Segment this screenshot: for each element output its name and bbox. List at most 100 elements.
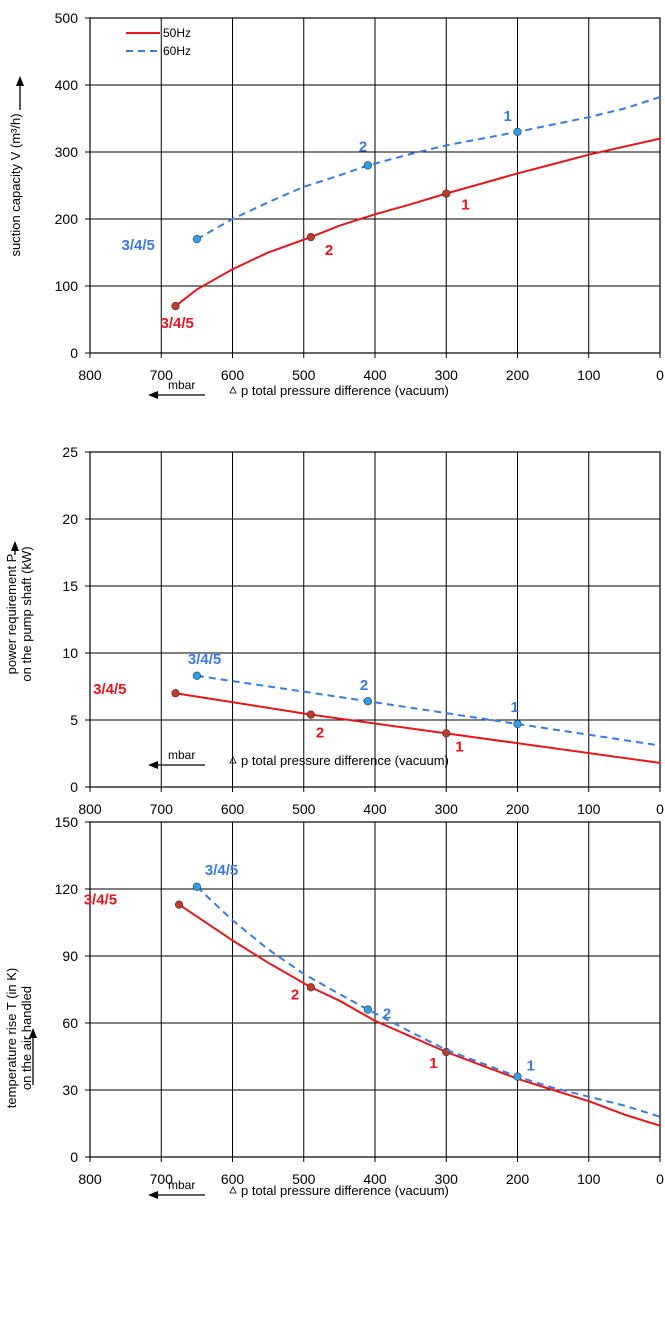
data-label: 2 — [360, 677, 368, 694]
x-tick-label: 0 — [656, 1171, 664, 1187]
delta-icon — [229, 756, 237, 764]
y-tick-label: 400 — [55, 77, 79, 93]
arrow-left-icon — [148, 1191, 158, 1199]
x-tick-label: 100 — [577, 367, 601, 383]
data-point — [442, 189, 451, 198]
x-tick-label: 400 — [363, 1171, 387, 1187]
y-axis-label: power requirement P — [4, 554, 19, 675]
x-tick-label: 400 — [363, 367, 387, 383]
x-tick-label: 100 — [577, 1171, 601, 1187]
y-tick-label: 5 — [70, 712, 78, 728]
y-tick-label: 500 — [55, 10, 79, 26]
series-line-50Hz — [178, 903, 661, 1127]
chart-1: 800 700 600 500 400 300 200 100 0 0 100 200 300 400 50… — [8, 10, 664, 399]
x-tick-label: 0 — [656, 801, 664, 817]
x-tick-label: 300 — [435, 801, 459, 817]
data-point — [363, 1005, 372, 1014]
data-label: 3/4/5 — [205, 862, 238, 879]
legend-label: 50Hz — [163, 26, 191, 40]
y-tick-label: 25 — [62, 444, 78, 460]
y-axis-label-line2: on the pump shaft (kW) — [19, 546, 34, 681]
data-point — [306, 983, 315, 992]
x-tick-label: 800 — [78, 801, 102, 817]
delta-icon — [229, 386, 237, 394]
data-label: 2 — [316, 725, 324, 742]
unit-label: mbar — [168, 378, 195, 392]
data-point — [171, 302, 180, 311]
series-line-50Hz — [174, 137, 661, 307]
x-tick-label: 600 — [221, 1171, 245, 1187]
arrow-up-icon — [11, 541, 19, 551]
data-point — [442, 729, 451, 738]
data-point — [192, 671, 201, 680]
x-tick-label: 200 — [506, 367, 530, 383]
data-point — [174, 900, 184, 909]
x-tick-label: 700 — [150, 801, 174, 817]
data-point — [442, 1047, 451, 1057]
y-tick-label: 150 — [55, 814, 79, 830]
data-label: 1 — [429, 1055, 437, 1072]
x-tick-label: 700 — [150, 1171, 174, 1187]
x-tick-label: 500 — [292, 367, 316, 383]
data-label: 1 — [527, 1058, 535, 1075]
data-label: 1 — [511, 699, 519, 716]
data-point — [513, 127, 522, 136]
data-label: 2 — [359, 138, 367, 155]
data-label: 2 — [383, 1006, 391, 1023]
x-tick-label: 400 — [363, 801, 387, 817]
y-axis-label-line2: on the air handled — [19, 986, 34, 1090]
y-tick-label: 100 — [55, 278, 79, 294]
y-tick-label: 10 — [62, 645, 78, 661]
y-tick-label: 0 — [70, 1149, 78, 1165]
data-point — [513, 1072, 522, 1081]
x-tick-label: 800 — [78, 1171, 102, 1187]
series-line-60Hz — [196, 674, 661, 747]
x-axis-label: p total pressure difference (vacuum) — [241, 753, 449, 768]
unit-label: mbar — [168, 1178, 195, 1192]
chart-3: 800 700 600 500 400 300 200 100 0 0 30 60 90 120 150 te… — [4, 814, 664, 1199]
chart-2: 800 700 600 500 400 300 200 100 0 0 5 10 15 20 25 power… — [4, 444, 664, 817]
data-label: 2 — [291, 986, 299, 1003]
data-point — [363, 161, 372, 170]
data-point — [513, 719, 522, 729]
y-axis-label: suction capacity V (m³/h) — [8, 113, 23, 256]
delta-icon — [229, 1186, 237, 1194]
x-tick-label: 600 — [221, 367, 245, 383]
data-label: 3/4/5 — [93, 681, 126, 698]
data-label: 3/4/5 — [122, 237, 155, 254]
y-tick-label: 120 — [55, 881, 79, 897]
data-point — [192, 882, 201, 891]
series-line-50Hz — [175, 692, 661, 764]
x-tick-label: 500 — [292, 1171, 316, 1187]
data-point — [363, 697, 372, 706]
data-label: 1 — [461, 197, 469, 214]
arrow-left-icon — [148, 391, 158, 399]
data-point — [171, 689, 180, 698]
unit-label: mbar — [168, 748, 195, 762]
y-tick-label: 0 — [70, 779, 78, 795]
arrow-up-icon — [29, 1028, 37, 1038]
x-tick-label: 100 — [577, 801, 601, 817]
x-tick-label: 300 — [435, 1171, 459, 1187]
data-label: 2 — [325, 242, 333, 259]
legend-label: 60Hz — [163, 44, 191, 58]
data-label: 3/4/5 — [84, 892, 117, 909]
arrow-up-icon — [16, 76, 24, 86]
x-tick-label: 800 — [78, 367, 102, 383]
x-tick-label: 600 — [221, 801, 245, 817]
x-tick-label: 500 — [292, 801, 316, 817]
data-point — [192, 235, 201, 244]
y-tick-label: 15 — [62, 578, 78, 594]
data-point — [306, 232, 315, 242]
data-point — [306, 710, 315, 719]
x-tick-label: 0 — [656, 367, 664, 383]
data-label: 1 — [504, 108, 512, 125]
y-axis-label: temperature rise T (in K) — [4, 968, 19, 1108]
x-tick-label: 200 — [506, 1171, 530, 1187]
y-tick-label: 30 — [62, 1082, 78, 1098]
legend: 50Hz 60Hz — [126, 26, 191, 58]
data-label: 1 — [455, 738, 463, 755]
y-tick-label: 60 — [62, 1015, 78, 1031]
y-tick-label: 90 — [62, 948, 78, 964]
